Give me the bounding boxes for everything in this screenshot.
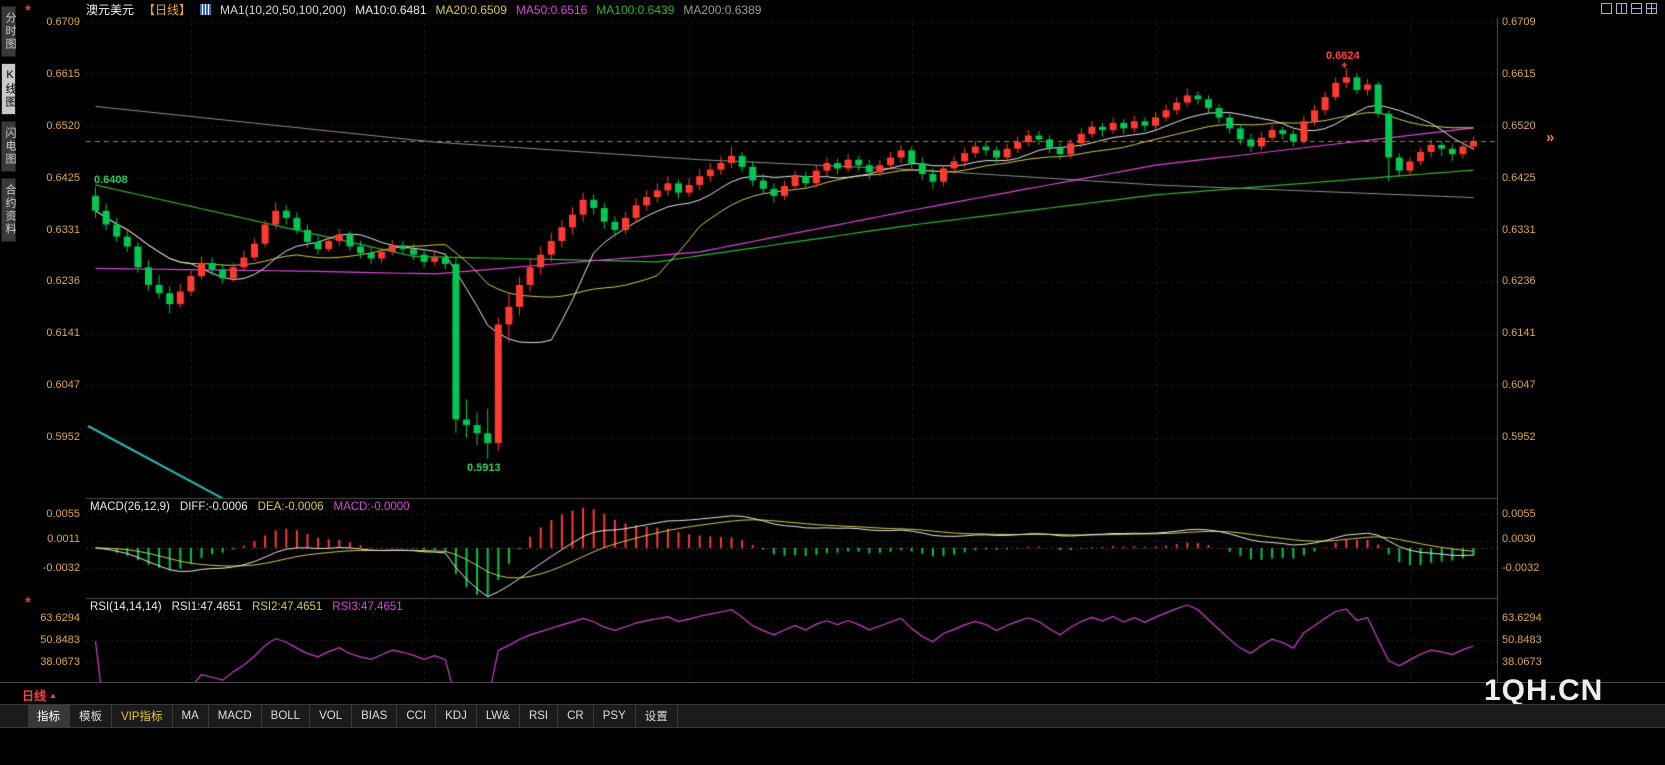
ma200-value: MA200:0.6389 — [683, 2, 762, 17]
current-price-marker-icon: » — [1546, 129, 1555, 146]
toolbar-tab[interactable]: KDJ — [436, 705, 477, 727]
toolbar-tab[interactable]: BOLL — [262, 705, 311, 727]
rsi-label: 38.0673 — [1502, 656, 1542, 668]
price-label: 0.6236 — [1502, 275, 1536, 287]
layout-single-icon[interactable] — [1601, 3, 1612, 14]
toolbar-tab[interactable]: MA — [173, 705, 209, 727]
sidebar-tab-kline-chart[interactable]: K线图 — [1, 63, 16, 115]
price-label: 0.6425 — [1502, 172, 1536, 184]
right-price-axis: 0.6709 0.6615 0.6520 0.6425 0.6331 0.6236 0.61… — [1502, 0, 1564, 765]
toolbar-tab[interactable]: PSY — [594, 705, 636, 727]
price-label: 0.6709 — [46, 16, 80, 28]
toolbar-tab[interactable]: VIP指标 — [112, 705, 173, 727]
toolbar-tab[interactable]: CCI — [397, 705, 437, 727]
date-axis[interactable]: 2025/032025/042025/052025/05/22 星期四/0620… — [0, 682, 1665, 703]
toolbar-tab[interactable]: 指标 — [28, 705, 70, 727]
price-label: 0.6047 — [46, 379, 80, 391]
alert-icon: * — [25, 594, 31, 611]
window-layout-icons — [1601, 3, 1657, 14]
price-label: 0.6615 — [46, 68, 80, 80]
chart-style-icon — [200, 4, 212, 15]
price-label: 0.5952 — [46, 431, 80, 443]
rsi-label: 38.0673 — [40, 656, 80, 668]
sidebar-tab-tick-chart[interactable]: 闪电图 — [1, 121, 16, 172]
layout-grid-icon[interactable] — [1646, 3, 1657, 14]
price-label: 0.6141 — [46, 327, 80, 339]
rsi-label: 63.6294 — [40, 612, 80, 624]
chart-mode-sidebar: 分时图 K线图 闪电图 合约资料 — [1, 6, 16, 242]
period-tag: 【日线】 — [143, 3, 192, 17]
macd-label: -0.0032 — [1502, 562, 1540, 574]
dropdown-arrow-icon: ▲ — [49, 691, 57, 700]
sidebar-tab-contract-info[interactable]: 合约资料 — [1, 178, 16, 242]
price-label: 0.6709 — [1502, 16, 1536, 28]
toolbar-tab[interactable]: 设置 — [636, 705, 678, 727]
layout-two-row-icon[interactable] — [1631, 3, 1642, 14]
period-label: 日线 — [22, 689, 47, 703]
price-label: 0.6331 — [46, 224, 80, 236]
toolbar-tab[interactable]: RSI — [520, 705, 559, 727]
indicator-toolbar: 指标 模板 VIP指标 MA MACD BOLL VOL BIAS CCI KDJ LW& RSI CR… — [0, 704, 1665, 728]
alert-icon: * — [25, 2, 31, 19]
toolbar-tab[interactable]: BIAS — [352, 705, 398, 727]
price-label: 0.6331 — [1502, 224, 1536, 236]
chart-canvas[interactable] — [86, 18, 1498, 682]
macd-label: 0.0030 — [1502, 533, 1536, 545]
toolbar-tab[interactable]: CR — [558, 705, 594, 727]
rsi-label: 50.8483 — [40, 634, 80, 646]
ma100-value: MA100:0.6439 — [596, 2, 675, 17]
price-label: 0.6425 — [46, 172, 80, 184]
price-label: 0.6236 — [46, 275, 80, 287]
ma10-value: MA10:0.6481 — [355, 2, 427, 17]
price-label: 0.5952 — [1502, 431, 1536, 443]
watermark: 1QH.CN — [1484, 674, 1604, 707]
right-rsi-axis: 63.6294 50.8483 38.0673 — [1502, 0, 1564, 765]
ma-settings-label: MA1(10,20,50,100,200) — [220, 2, 347, 17]
macd-label: 0.0011 — [47, 533, 80, 545]
rsi-label: 50.8483 — [1502, 634, 1542, 646]
left-price-axis: 0.6709 0.6615 0.6520 0.6425 0.6331 0.6236 0.61… — [24, 0, 82, 765]
ma50-value: MA50:0.6516 — [515, 2, 588, 17]
toolbar-tab[interactable]: 模板 — [70, 705, 112, 727]
price-label: 0.6047 — [1502, 379, 1536, 391]
period-selector[interactable]: 日线 ▲ — [22, 687, 57, 704]
layout-two-col-icon[interactable] — [1616, 3, 1627, 14]
toolbar-tab[interactable]: MACD — [209, 705, 262, 727]
left-macd-axis: 0.0055 0.0011 -0.0032 — [24, 0, 82, 765]
price-label: 0.6141 — [1502, 327, 1536, 339]
toolbar-tab[interactable]: LW& — [477, 705, 520, 727]
price-label: 0.6615 — [1502, 68, 1536, 80]
toolbar-tab[interactable]: VOL — [310, 705, 353, 727]
price-label: 0.6520 — [46, 120, 80, 132]
rsi-label: 63.6294 — [1502, 612, 1542, 624]
macd-label: 0.0055 — [46, 508, 80, 520]
price-label: 0.6520 — [1502, 120, 1536, 132]
sidebar-tab-time-chart[interactable]: 分时图 — [1, 6, 16, 57]
macd-label: 0.0055 — [1502, 508, 1536, 520]
chart-header: 澳元美元 【日线】 MA1(10,20,50,100,200) MA10:0.6… — [86, 2, 762, 18]
macd-label: -0.0032 — [42, 562, 80, 574]
left-rsi-axis: 63.6294 50.8483 38.0673 — [24, 0, 82, 765]
symbol-name: 澳元美元 — [86, 3, 135, 17]
ma20-value: MA20:0.6509 — [435, 2, 507, 17]
right-macd-axis: 0.0055 0.0030 -0.0032 — [1502, 0, 1564, 765]
